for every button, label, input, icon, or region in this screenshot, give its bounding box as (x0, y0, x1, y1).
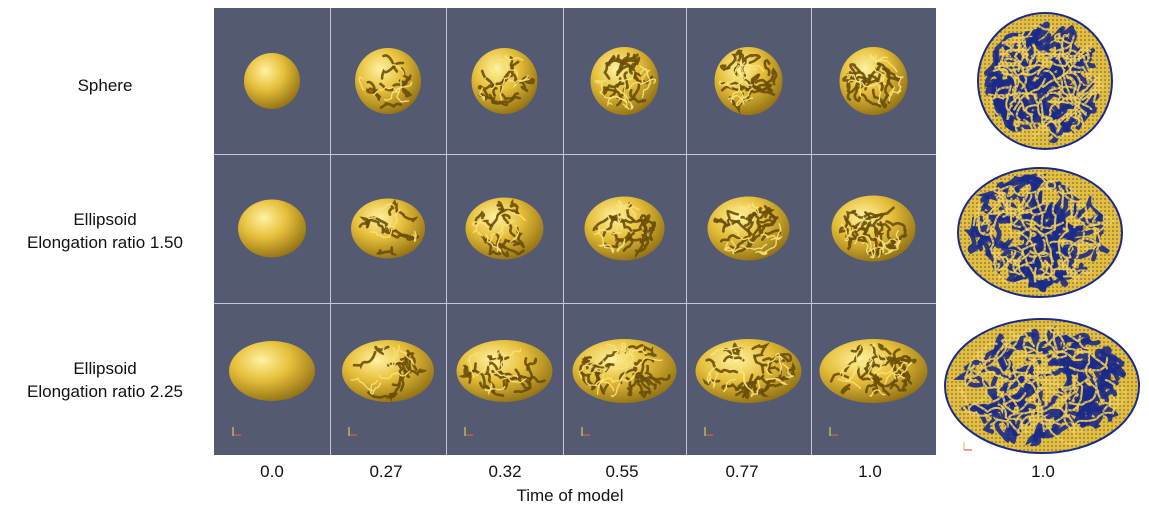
simulation-cell (811, 303, 936, 455)
row-label-line: Ellipsoid (73, 210, 137, 229)
simulation-cell (446, 154, 563, 303)
brain-surface (351, 198, 425, 259)
simulation-cell (563, 154, 686, 303)
simulation-cell (214, 303, 330, 455)
brain-surface (831, 195, 916, 262)
simulation-cell (446, 8, 563, 154)
column-label: 0.0 (260, 462, 284, 481)
simulation-cell (330, 303, 446, 455)
simulation-grid (214, 8, 936, 455)
row-label-line: Elongation ratio 2.25 (27, 382, 183, 401)
simulation-cell (330, 8, 446, 154)
grid-divider (214, 154, 936, 155)
column-label: 0.27 (369, 462, 403, 481)
brain-surface (707, 196, 790, 261)
row-label-line: Ellipsoid (73, 359, 137, 378)
brain-surface (456, 340, 553, 402)
column-label: 0.77 (725, 462, 759, 481)
orientation-axes-icon (464, 427, 473, 436)
row-label-ellipsoid-150: Ellipsoid Elongation ratio 1.50 (0, 208, 210, 254)
grid-divider (811, 8, 812, 455)
grid-divider (563, 8, 564, 455)
side-mesh-sphere (977, 12, 1113, 150)
brain-surface (355, 48, 421, 114)
brain-surface (839, 47, 908, 115)
simulation-cell (686, 303, 811, 455)
brain-surface (584, 196, 665, 261)
brain-surface (471, 48, 538, 114)
side-column-label: 1.0 (1031, 462, 1055, 481)
column-label: 0.32 (488, 462, 522, 481)
x-axis-title: Time of model (516, 486, 624, 505)
side-mesh-ellipsoid-225 (944, 318, 1140, 454)
brain-surface (819, 339, 928, 403)
simulation-cell (446, 303, 563, 455)
column-label: 1.0 (858, 462, 882, 481)
grid-divider (214, 303, 936, 304)
brain-surface (714, 47, 783, 115)
simulation-cell (811, 8, 936, 154)
orientation-axes-icon (581, 427, 590, 436)
row-label-sphere: Sphere (0, 74, 210, 97)
brain-surface (590, 47, 659, 115)
orientation-axes-icon (348, 427, 357, 436)
simulation-cell (214, 154, 330, 303)
row-label-line: Elongation ratio 1.50 (27, 233, 183, 252)
simulation-cell (563, 303, 686, 455)
simulation-cell (811, 154, 936, 303)
simulation-cell (563, 8, 686, 154)
brain-surface (229, 341, 315, 401)
row-label-line: Sphere (77, 76, 133, 95)
orientation-axes-icon (704, 427, 713, 436)
orientation-axes-icon (232, 427, 241, 436)
brain-surface (342, 340, 434, 403)
simulation-cell (686, 8, 811, 154)
side-mesh-ellipsoid-150 (957, 167, 1123, 298)
grid-divider (446, 8, 447, 455)
orientation-axes-icon (829, 427, 838, 436)
grid-divider (330, 8, 331, 455)
row-label-ellipsoid-225: Ellipsoid Elongation ratio 2.25 (0, 357, 210, 403)
brain-surface (238, 199, 306, 258)
grid-divider (686, 8, 687, 455)
brain-surface (695, 339, 802, 403)
brain-surface (244, 53, 300, 109)
brain-surface (572, 339, 677, 403)
brain-surface (465, 197, 544, 260)
simulation-cell (214, 8, 330, 154)
column-label: 0.55 (605, 462, 639, 481)
simulation-cell (686, 154, 811, 303)
simulation-cell (330, 154, 446, 303)
